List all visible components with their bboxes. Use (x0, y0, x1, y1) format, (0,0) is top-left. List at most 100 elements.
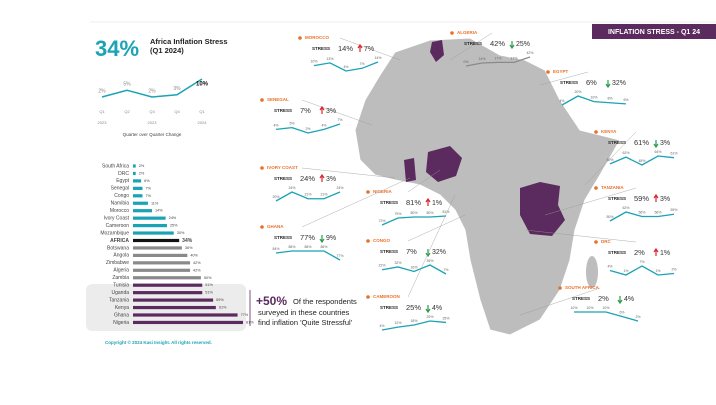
bar (133, 283, 203, 287)
sparkline-label: 48% (638, 159, 645, 163)
stress-word: STRESS (312, 46, 330, 51)
sparkline-label: 80% (426, 211, 433, 215)
headline-line: Africa Inflation Stress (150, 37, 228, 46)
sparkline-label: 4% (321, 123, 326, 127)
bar-category: South Africa (102, 163, 129, 169)
sparkline (561, 95, 627, 106)
bar-value-label: 61% (219, 306, 227, 310)
bar (133, 194, 143, 198)
sparkline-label: 64% (654, 150, 661, 154)
trend-category: Q2 (124, 109, 130, 114)
sparkline-label: 50% (606, 158, 613, 162)
bar (133, 238, 180, 243)
bar-category: Zambia (112, 275, 129, 281)
card-name: DRC (601, 239, 611, 244)
sparkline-label: 1% (623, 269, 628, 273)
country-card: DRC STRESS 2% 1% 4% 1% 7% 1% 2% (524, 229, 677, 276)
stress-word: STRESS (274, 235, 292, 240)
tunisia-shape (430, 40, 444, 62)
bar (133, 291, 203, 295)
sparkline (574, 311, 639, 322)
sparkline-label: 86% (304, 245, 311, 249)
bar-value-label: 6% (144, 179, 150, 183)
card-name: NIGERIA (373, 189, 393, 194)
sparkline-label: 8% (607, 97, 612, 101)
change-value: 32% (612, 80, 626, 87)
leader-line (524, 229, 637, 243)
bar-category: AFRICA (110, 238, 129, 244)
stress-word: STRESS (560, 80, 578, 85)
bar-category: Zimbabwe (106, 260, 129, 266)
bar (133, 298, 214, 302)
stress-word: STRESS (274, 108, 292, 113)
bar (133, 261, 191, 265)
bar-value-label: 2% (139, 164, 145, 168)
leader-dot (450, 31, 454, 35)
sparkline-label: 4% (607, 264, 612, 268)
bar-value-label: 77% (241, 313, 249, 317)
card-name: SENEGAL (267, 97, 289, 102)
bar-category: Ghana (114, 312, 129, 318)
sparkline (275, 191, 341, 202)
sparkline-label: 25% (442, 316, 449, 320)
change-value: 9% (326, 235, 336, 242)
sparkline-label: 59% (670, 208, 677, 212)
sparkline-label: 20% (272, 195, 279, 199)
sparkline-label: 62% (622, 206, 629, 210)
sparkline (609, 155, 675, 166)
leader-dot (260, 98, 264, 102)
sparkline-label: 18% (410, 319, 417, 323)
bar-category: Tanzania (109, 297, 129, 303)
leader-dot (366, 295, 370, 299)
sparkline-label: 50% (606, 215, 613, 219)
bar-category: Morocco (110, 208, 129, 214)
trend-value-label: 2% (148, 88, 156, 94)
bar (133, 246, 182, 250)
sparkline-label: 6% (623, 98, 628, 102)
bar-value-label: 42% (193, 261, 201, 265)
bar-value-label: 51% (205, 291, 213, 295)
change-arrow (425, 305, 431, 314)
stress-word: STRESS (608, 140, 626, 145)
change-arrow (425, 249, 431, 258)
leader-dot (366, 190, 370, 194)
leader-line (407, 169, 441, 193)
sparkline-label: 7% (337, 118, 342, 122)
sparkline-label: 21% (320, 193, 327, 197)
trend-category: Q1 (199, 109, 205, 114)
callout-text: Of the respondents (293, 297, 357, 306)
sparkline-label: 62% (622, 151, 629, 155)
bar-category: Congo (114, 193, 129, 199)
trend-year: 2024 (198, 120, 208, 125)
change-value: 25% (516, 41, 530, 48)
card-name: KENYA (601, 129, 617, 134)
sparkline-label: 4% (273, 123, 278, 127)
badge: INFLATION STRESS - Q1 24 (608, 29, 700, 36)
card-name: EGYPT (553, 69, 569, 74)
east-africa-shape (520, 182, 565, 236)
ghana-shape (404, 158, 416, 182)
sparkline-label: 10% (602, 306, 609, 310)
bar-value-label: 25% (170, 224, 178, 228)
bar (133, 179, 142, 183)
bar-value-label: 36% (185, 246, 193, 250)
stress-word: STRESS (274, 176, 292, 181)
bar-category: Senegal (111, 186, 129, 192)
country-card: GHANA STRESS 77% 9% 84% 86% 86% 86% 77% (260, 177, 411, 261)
sparkline-label: 80% (410, 211, 417, 215)
sparkline-label: 4% (343, 65, 348, 69)
country-card: ALGERIA STRESS 42% 25% 0% 14% 17% 17% 42% (449, 30, 534, 67)
sparkline-label: 86% (288, 245, 295, 249)
sparkline-label: 17% (510, 56, 517, 60)
change-value: 4% (432, 305, 442, 312)
callout-text: surveyed in these countries (258, 308, 350, 317)
leader-line (339, 37, 401, 61)
sparkline-label: 81% (442, 210, 449, 214)
sparkline-label: 32% (394, 261, 401, 265)
bar-value-label: 24% (169, 216, 177, 220)
sparkline-label: 4% (559, 99, 564, 103)
bar-value-label: 30% (177, 231, 185, 235)
stress-value: 14% (338, 44, 353, 53)
